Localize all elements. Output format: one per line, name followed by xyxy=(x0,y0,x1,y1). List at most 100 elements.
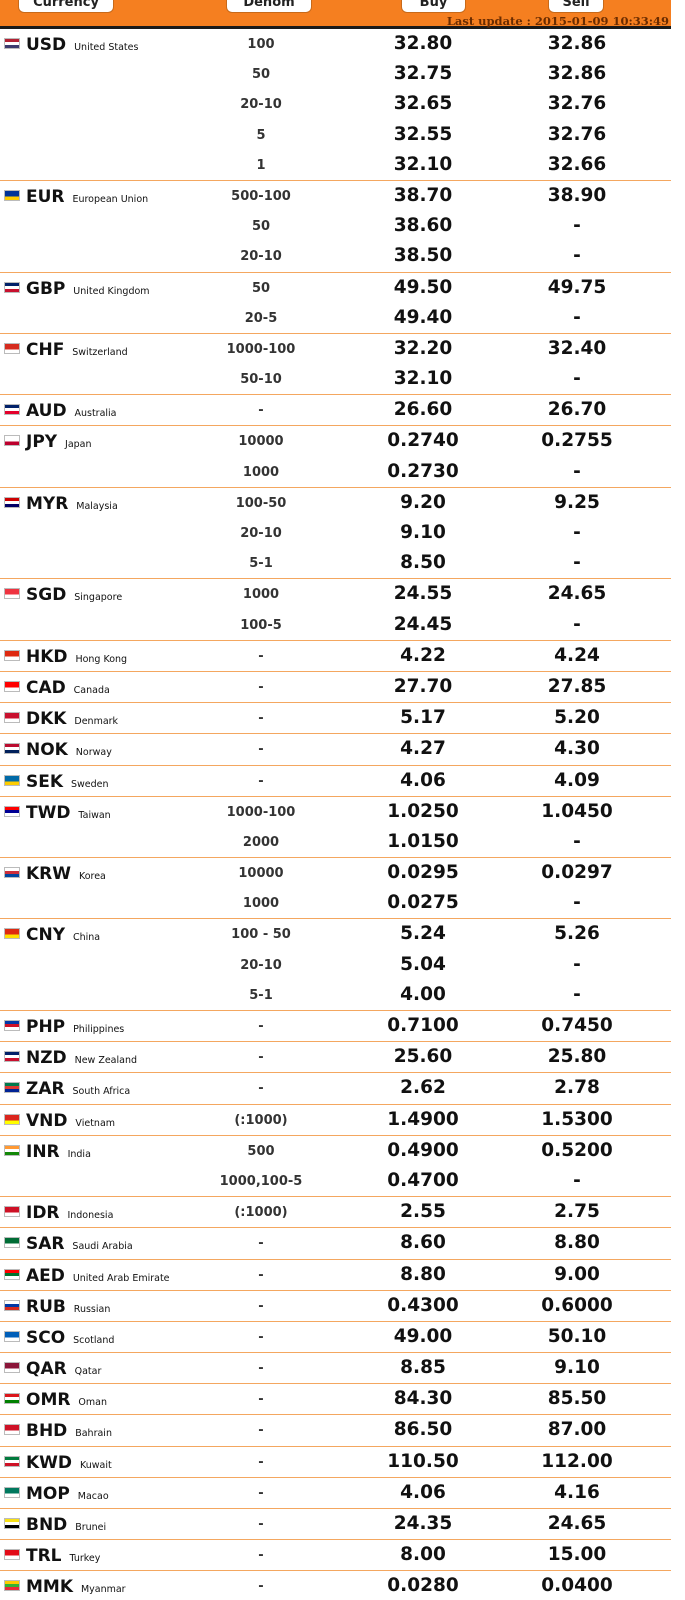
currency-column-header[interactable]: Currency xyxy=(18,0,114,13)
bh-flag-icon xyxy=(4,1424,20,1436)
currency-code: RUB Russian xyxy=(26,1297,110,1317)
buy-rate: 4.06 xyxy=(400,1481,446,1503)
denom-cell: (:1000) xyxy=(234,1112,288,1128)
jp-flag-icon xyxy=(4,435,20,447)
table-row: HKD Hong Kong - 4.22 4.24 xyxy=(0,641,671,671)
table-row: 1000,100-5 0.4700 - xyxy=(0,1166,671,1196)
currency-code: SAR Saudi Arabia xyxy=(26,1234,133,1254)
us-flag-icon xyxy=(4,38,20,49)
sell-rate: 38.90 xyxy=(547,184,607,206)
sell-rate: 2.75 xyxy=(554,1201,600,1223)
exchange-rate-table: USD United States 100 32.80 32.86 50 32.75 32.… xyxy=(0,29,671,1600)
currency-code-text: NOK xyxy=(26,740,68,761)
denom-cell: 5 xyxy=(256,127,266,143)
currency-code: BND Brunei xyxy=(26,1515,106,1535)
currency-code: VND Vietnam xyxy=(26,1111,115,1131)
currency-country: Qatar xyxy=(74,1366,102,1378)
my-flag-icon xyxy=(4,496,20,508)
eu-flag-icon xyxy=(4,189,20,201)
currency-code-text: KWD xyxy=(26,1452,73,1473)
sell-rate: - xyxy=(573,552,581,574)
currency-country: Korea xyxy=(78,871,106,883)
table-row: QAR Qatar - 8.85 9.10 xyxy=(0,1353,671,1383)
table-row: VND Vietnam (:1000) 1.4900 1.5300 xyxy=(0,1105,671,1135)
currency-group: ZAR South Africa - 2.62 2.78 xyxy=(0,1073,671,1105)
denom-cell: - xyxy=(258,742,264,758)
denom-cell: 500-100 xyxy=(231,188,291,204)
currency-group: NOK Norway - 4.27 4.30 xyxy=(0,734,671,766)
currency-country: Turkey xyxy=(69,1553,101,1565)
sell-rate: 50.10 xyxy=(547,1325,607,1347)
buy-rate: 32.65 xyxy=(393,93,453,115)
sell-rate: 5.26 xyxy=(554,923,600,945)
table-row: PHP Philippines - 0.7100 0.7450 xyxy=(0,1011,671,1041)
currency-code-text: SEK xyxy=(26,771,64,792)
table-row: 20-10 38.50 - xyxy=(0,241,671,271)
currency-code-text: TRL xyxy=(26,1546,62,1567)
currency-code-text: MMK xyxy=(26,1577,74,1598)
buy-rate: 49.40 xyxy=(393,306,453,328)
currency-code: BHD Bahrain xyxy=(26,1421,112,1441)
table-header: Currency Denom Buy Sell Last update : 20… xyxy=(0,0,671,29)
sell-rate: - xyxy=(573,953,581,975)
buy-rate: 0.0295 xyxy=(387,862,459,884)
buy-rate: 2.55 xyxy=(400,1201,446,1223)
currency-group: CHF Switzerland 1000-100 32.20 32.40 50-10 32… xyxy=(0,334,671,396)
qa-flag-icon xyxy=(4,1362,20,1374)
table-row: INR India 500 0.4900 0.5200 xyxy=(0,1136,671,1166)
table-row: 1000 0.2730 - xyxy=(0,457,671,487)
denom-cell: - xyxy=(258,1329,264,1345)
sell-rate: 27.85 xyxy=(547,675,607,697)
table-row: SAR Saudi Arabia - 8.60 8.80 xyxy=(0,1228,671,1258)
currency-code-text: RUB xyxy=(26,1296,66,1317)
currency-country: Japan xyxy=(65,439,92,451)
buy-column-header[interactable]: Buy xyxy=(401,0,466,13)
table-row: CAD Canada - 27.70 27.85 xyxy=(0,672,671,702)
sell-rate: 1.0450 xyxy=(541,800,613,822)
sell-rate: 0.2755 xyxy=(541,430,613,452)
buy-rate: 9.10 xyxy=(400,522,446,543)
sell-rate: 0.6000 xyxy=(541,1294,613,1316)
table-row: 20-10 9.10 - xyxy=(0,518,671,548)
no-flag-icon xyxy=(4,743,20,755)
currency-code-text: AUD xyxy=(26,401,67,422)
currency-country: Vietnam xyxy=(75,1117,116,1129)
table-row: 5 32.55 32.76 xyxy=(0,120,671,150)
denom-cell: - xyxy=(258,1423,264,1439)
currency-code: MMK Myanmar xyxy=(26,1577,126,1597)
currency-code-text: SAR xyxy=(26,1234,65,1255)
currency-code: OMR Oman xyxy=(26,1390,107,1410)
buy-rate: 49.50 xyxy=(393,276,453,298)
sell-column-header[interactable]: Sell xyxy=(548,0,604,13)
sell-rate: 15.00 xyxy=(547,1544,607,1566)
table-row: AUD Australia - 26.60 26.70 xyxy=(0,395,671,425)
denom-cell: 20-5 xyxy=(244,310,278,326)
currency-code: JPY Japan xyxy=(26,432,92,452)
currency-group: SAR Saudi Arabia - 8.60 8.80 xyxy=(0,1228,671,1260)
sell-rate: 2.78 xyxy=(554,1077,600,1099)
buy-rate: 9.20 xyxy=(400,491,446,513)
currency-group: INR India 500 0.4900 0.5200 1000,100-5 0.4700… xyxy=(0,1136,671,1198)
buy-rate: 1.0150 xyxy=(387,830,459,852)
denom-cell: - xyxy=(258,711,264,727)
sell-rate: 32.86 xyxy=(547,63,607,85)
buy-rate: 0.2740 xyxy=(387,430,459,452)
denom-column-header[interactable]: Denom xyxy=(226,0,312,13)
currency-country: United Arab Emirate xyxy=(72,1272,170,1284)
table-row: RUB Russian - 0.4300 0.6000 xyxy=(0,1291,671,1321)
last-update-text: Last update : 2015-01-09 10:33:49 xyxy=(446,14,669,28)
currency-code: CAD Canada xyxy=(26,678,110,698)
currency-code-text: NZD xyxy=(26,1048,67,1069)
denom-cell: 1000 xyxy=(242,587,280,603)
buy-rate: 4.00 xyxy=(400,983,446,1005)
buy-rate: 5.17 xyxy=(400,707,446,729)
denom-cell: 1000-100 xyxy=(226,341,296,357)
currency-group: GBP United Kingdom 50 49.50 49.75 20-5 49.40 - xyxy=(0,273,671,334)
sell-rate: 4.09 xyxy=(554,769,600,791)
buy-rate: 24.45 xyxy=(393,613,453,635)
currency-country: United Kingdom xyxy=(73,285,150,297)
table-row: 50-10 32.10 - xyxy=(0,364,671,394)
sell-rate: 32.76 xyxy=(547,123,607,145)
ca-flag-icon xyxy=(4,680,20,692)
vn-flag-icon xyxy=(4,1113,20,1125)
